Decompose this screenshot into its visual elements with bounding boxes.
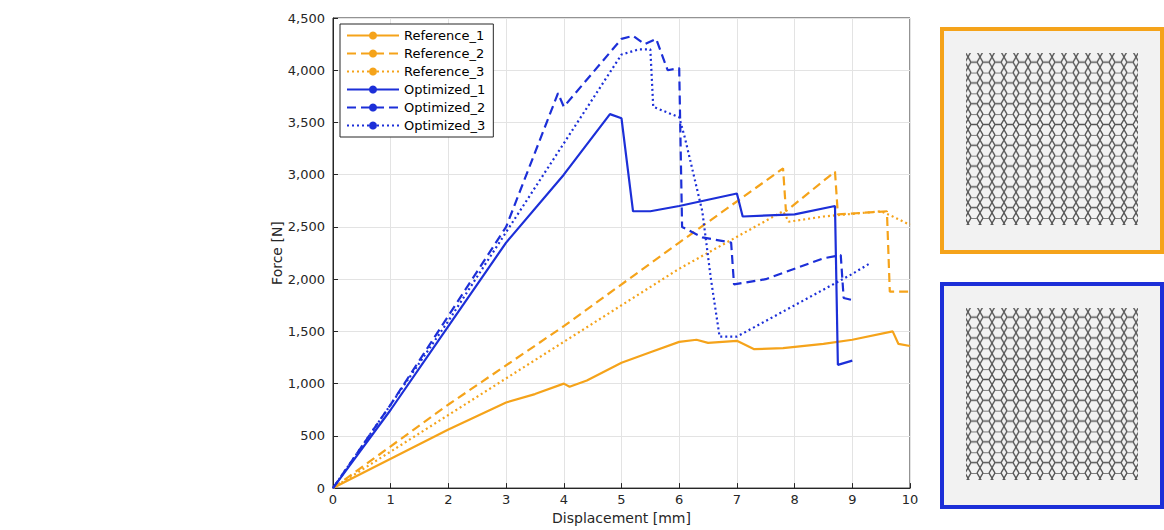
svg-text:7: 7: [733, 492, 741, 507]
svg-text:Force [N]: Force [N]: [269, 221, 285, 285]
svg-text:5: 5: [617, 492, 625, 507]
svg-text:3: 3: [502, 492, 510, 507]
svg-text:1,000: 1,000: [288, 376, 325, 391]
svg-text:500: 500: [300, 428, 325, 443]
svg-text:10: 10: [902, 492, 919, 507]
svg-text:Reference_1: Reference_1: [404, 28, 484, 43]
svg-text:2: 2: [444, 492, 452, 507]
svg-text:8: 8: [790, 492, 798, 507]
svg-text:6: 6: [675, 492, 683, 507]
svg-text:9: 9: [848, 492, 856, 507]
svg-text:0: 0: [317, 481, 325, 496]
svg-text:2,000: 2,000: [288, 272, 325, 287]
svg-text:0: 0: [329, 492, 337, 507]
svg-text:4: 4: [560, 492, 568, 507]
svg-text:3,000: 3,000: [288, 167, 325, 182]
svg-text:Optimized_1: Optimized_1: [404, 82, 485, 97]
svg-text:Optimized_2: Optimized_2: [404, 100, 485, 115]
svg-text:4,500: 4,500: [288, 11, 325, 26]
svg-text:3,500: 3,500: [288, 115, 325, 130]
svg-text:4,000: 4,000: [288, 63, 325, 78]
svg-text:Reference_3: Reference_3: [404, 64, 484, 79]
svg-text:Reference_2: Reference_2: [404, 46, 484, 61]
svg-text:1,500: 1,500: [288, 324, 325, 339]
svg-text:Displacement [mm]: Displacement [mm]: [552, 510, 691, 526]
svg-text:1: 1: [387, 492, 395, 507]
svg-text:Optimized_3: Optimized_3: [404, 118, 485, 133]
svg-text:2,500: 2,500: [288, 219, 325, 234]
